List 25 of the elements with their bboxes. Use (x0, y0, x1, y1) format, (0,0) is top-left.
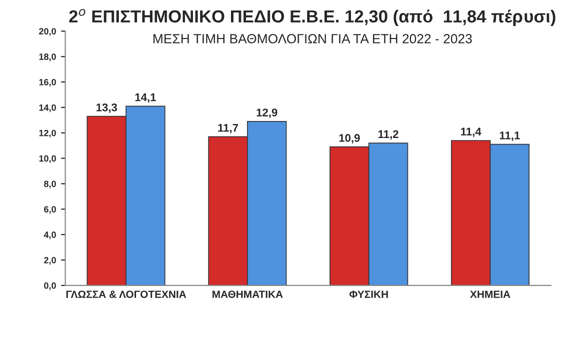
x-tick-label: ΧΗΜΕΙΑ (470, 290, 510, 298)
data-label: 13,3 (96, 103, 118, 113)
x-tick-label: ΜΑΘΗΜΑΤΙΚΑ (212, 290, 283, 298)
data-label: 11,2 (378, 130, 398, 140)
data-label: 14,1 (135, 93, 156, 103)
data-label: 12,9 (256, 108, 278, 118)
data-label: 10,9 (339, 134, 360, 144)
data-label: 11,7 (218, 124, 238, 134)
y-tick-label: 4,0 (44, 232, 56, 240)
y-tick-label: 6,0 (44, 206, 56, 214)
chart-subtitle: ΜΕΣΗ ΤΙΜΗ ΒΑΘΜΟΛΟΓΙΩΝ ΓΙΑ ΤΑ ΕΤΗ 2022 - 2023 (154, 34, 472, 44)
x-tick-label: ΓΛΩΣΣΑ & ΛΟΓΟΤΕΧΝΙΑ (66, 290, 186, 298)
y-tick-label: 8,0 (44, 180, 56, 188)
y-tick-label: 12,0 (39, 130, 56, 138)
data-label: 11,4 (461, 128, 482, 138)
y-tick-label: 2,0 (44, 256, 56, 265)
y-tick-label: 16,0 (39, 78, 56, 87)
y-tick-label: 14,0 (39, 104, 56, 112)
x-tick-label: ΦΥΣΙΚΗ (349, 290, 388, 298)
y-tick-label: 20,0 (39, 28, 56, 36)
data-label: 11,1 (500, 132, 520, 141)
y-tick-label: 10,0 (39, 155, 56, 163)
chart-title: 2$^{ο}$ ΕΠΙΣΤΗΜΟΝΙΚΟ ΠΕΔΙΟ Ε.Β.Ε. 12,30 (από 11,84 πέρυσι) (69, 8, 556, 26)
y-tick-label: 18,0 (39, 54, 56, 62)
y-tick-label: 0,0 (44, 282, 56, 290)
